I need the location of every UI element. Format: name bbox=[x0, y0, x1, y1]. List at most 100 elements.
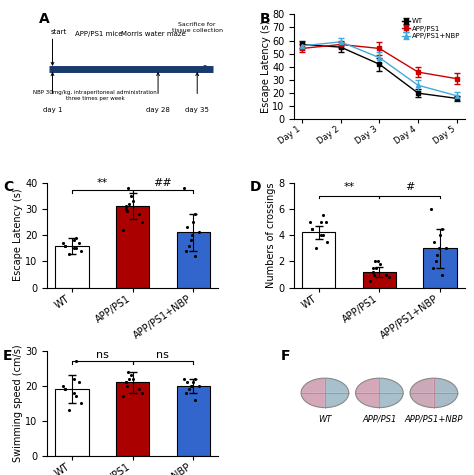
Point bbox=[77, 399, 84, 407]
Text: day 1: day 1 bbox=[43, 107, 62, 113]
Point bbox=[429, 264, 437, 272]
Point bbox=[123, 205, 130, 213]
Point bbox=[119, 226, 127, 234]
Point bbox=[123, 382, 131, 390]
Point bbox=[125, 368, 132, 376]
Text: **: ** bbox=[97, 178, 108, 188]
Point bbox=[372, 257, 379, 265]
Wedge shape bbox=[379, 393, 403, 408]
Text: A: A bbox=[39, 12, 50, 26]
Point bbox=[195, 228, 202, 236]
Point bbox=[123, 379, 130, 386]
Point bbox=[317, 231, 324, 239]
Point bbox=[123, 208, 131, 215]
Point bbox=[324, 238, 331, 246]
Text: NBP 30mg/kg, intraperitoneal administration
three times per week: NBP 30mg/kg, intraperitoneal administrat… bbox=[33, 90, 157, 101]
Point bbox=[61, 242, 69, 249]
Text: day 35: day 35 bbox=[185, 107, 209, 113]
Bar bbox=[176, 386, 210, 456]
Point bbox=[372, 264, 379, 272]
Point bbox=[317, 218, 325, 226]
Point bbox=[73, 245, 80, 252]
Point bbox=[322, 218, 329, 226]
Point bbox=[70, 245, 78, 252]
Text: ##: ## bbox=[154, 178, 172, 188]
Wedge shape bbox=[356, 393, 379, 408]
Point bbox=[369, 268, 377, 276]
Point bbox=[189, 231, 196, 239]
Bar bbox=[176, 232, 210, 288]
Point bbox=[185, 386, 193, 393]
Point bbox=[308, 225, 316, 232]
Point bbox=[369, 264, 377, 272]
Text: APP/PS1 mice: APP/PS1 mice bbox=[75, 31, 122, 38]
Point bbox=[123, 202, 130, 210]
Point bbox=[438, 225, 446, 232]
Bar bbox=[116, 206, 149, 288]
Point bbox=[70, 237, 78, 244]
Point bbox=[70, 389, 78, 397]
Y-axis label: Escape Latency (s): Escape Latency (s) bbox=[12, 189, 23, 281]
Point bbox=[119, 393, 127, 400]
Wedge shape bbox=[410, 378, 434, 393]
Wedge shape bbox=[379, 378, 403, 393]
Point bbox=[61, 242, 69, 249]
Wedge shape bbox=[434, 378, 458, 393]
Point bbox=[189, 382, 196, 390]
Point bbox=[59, 239, 67, 247]
Point bbox=[432, 257, 440, 265]
Point bbox=[306, 218, 314, 226]
Text: B: B bbox=[260, 12, 271, 26]
Point bbox=[187, 382, 194, 390]
Point bbox=[125, 184, 132, 191]
Bar bbox=[363, 272, 396, 288]
Point bbox=[129, 197, 137, 205]
Point bbox=[185, 242, 193, 249]
Wedge shape bbox=[325, 393, 349, 408]
Point bbox=[442, 245, 449, 252]
Text: D: D bbox=[250, 180, 262, 194]
Point bbox=[135, 386, 143, 393]
Bar bbox=[423, 248, 457, 288]
Text: ns: ns bbox=[96, 350, 109, 360]
Point bbox=[191, 210, 199, 218]
Text: Morris water maze: Morris water maze bbox=[120, 31, 185, 38]
Point bbox=[73, 393, 80, 400]
Point bbox=[77, 247, 84, 255]
Y-axis label: Numbers of crossings: Numbers of crossings bbox=[265, 182, 275, 288]
Point bbox=[438, 271, 446, 278]
Point bbox=[61, 386, 69, 393]
Wedge shape bbox=[434, 393, 458, 408]
Point bbox=[183, 223, 191, 231]
Point bbox=[181, 184, 188, 191]
Point bbox=[374, 257, 382, 265]
Point bbox=[183, 379, 191, 386]
Wedge shape bbox=[410, 393, 434, 408]
Wedge shape bbox=[356, 378, 379, 393]
Point bbox=[128, 192, 135, 200]
Point bbox=[128, 371, 135, 379]
Point bbox=[75, 239, 83, 247]
Point bbox=[437, 231, 444, 239]
Bar bbox=[55, 246, 89, 288]
Text: day 28: day 28 bbox=[146, 107, 170, 113]
Point bbox=[190, 379, 197, 386]
Y-axis label: Swimming speed (cm/s): Swimming speed (cm/s) bbox=[12, 344, 23, 462]
Point bbox=[308, 225, 316, 232]
Point bbox=[138, 218, 146, 226]
Point bbox=[370, 271, 378, 278]
Point bbox=[125, 200, 133, 208]
Point bbox=[312, 245, 320, 252]
Point bbox=[191, 375, 199, 383]
Point bbox=[376, 260, 383, 268]
Text: E: E bbox=[3, 349, 13, 363]
Point bbox=[123, 379, 130, 386]
Point bbox=[135, 210, 143, 218]
Point bbox=[72, 358, 80, 365]
Point bbox=[385, 274, 392, 281]
Bar bbox=[302, 232, 336, 288]
Point bbox=[191, 396, 199, 404]
Point bbox=[428, 205, 435, 213]
Point bbox=[59, 382, 67, 390]
Wedge shape bbox=[325, 378, 349, 393]
